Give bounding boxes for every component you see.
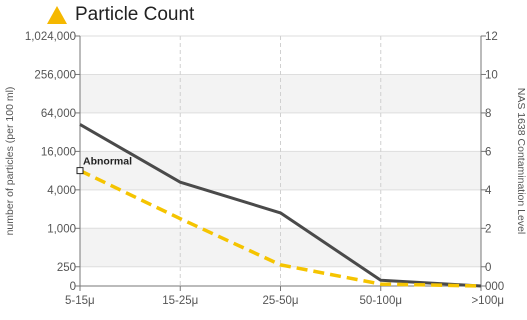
y-right-axis-title: NAS 1638 Contamination Level bbox=[515, 88, 527, 235]
x-tick-label: 15-25μ bbox=[162, 295, 198, 307]
y-right-tick-label: 8 bbox=[485, 108, 491, 120]
y-right-tick-label: 6 bbox=[485, 146, 491, 158]
y-left-tick-label: 1,000 bbox=[47, 223, 76, 235]
y-right-tick-label: 0 bbox=[485, 262, 491, 274]
x-tick-label: >100μ bbox=[471, 295, 504, 307]
y-left-tick-label: 256,000 bbox=[34, 69, 76, 81]
y-right-tick-label: 10 bbox=[485, 69, 498, 81]
warning-triangle-icon bbox=[47, 6, 67, 24]
y-left-tick-label: 0 bbox=[70, 281, 76, 293]
y-left-tick-label: 250 bbox=[57, 262, 76, 274]
chart-header: Particle Count bbox=[46, 3, 194, 27]
y-right-tick-label: 12 bbox=[485, 31, 498, 43]
y-left-tick-label: 4,000 bbox=[47, 185, 76, 197]
annotation-marker bbox=[76, 167, 84, 175]
y-left-axis-title: number of particles (per 100 ml) bbox=[4, 87, 16, 236]
y-right-tick-label: 2 bbox=[485, 223, 491, 235]
y-right-tick-label: 4 bbox=[485, 185, 492, 197]
y-right-tick-label: 000 bbox=[485, 281, 504, 293]
annotation-label: Abnormal bbox=[83, 156, 132, 168]
series-line-2 bbox=[79, 169, 482, 288]
y-left-tick-label: 64,000 bbox=[41, 108, 76, 120]
series-line-1 bbox=[79, 123, 482, 288]
y-left-tick-label: 1,024,000 bbox=[25, 31, 76, 43]
x-tick-label: 50-100μ bbox=[360, 295, 402, 307]
chart-title: Particle Count bbox=[75, 4, 195, 25]
x-tick-label: 25-50μ bbox=[262, 295, 298, 307]
y-left-tick-label: 16,000 bbox=[41, 146, 76, 158]
x-tick-label: 5-15μ bbox=[65, 295, 95, 307]
